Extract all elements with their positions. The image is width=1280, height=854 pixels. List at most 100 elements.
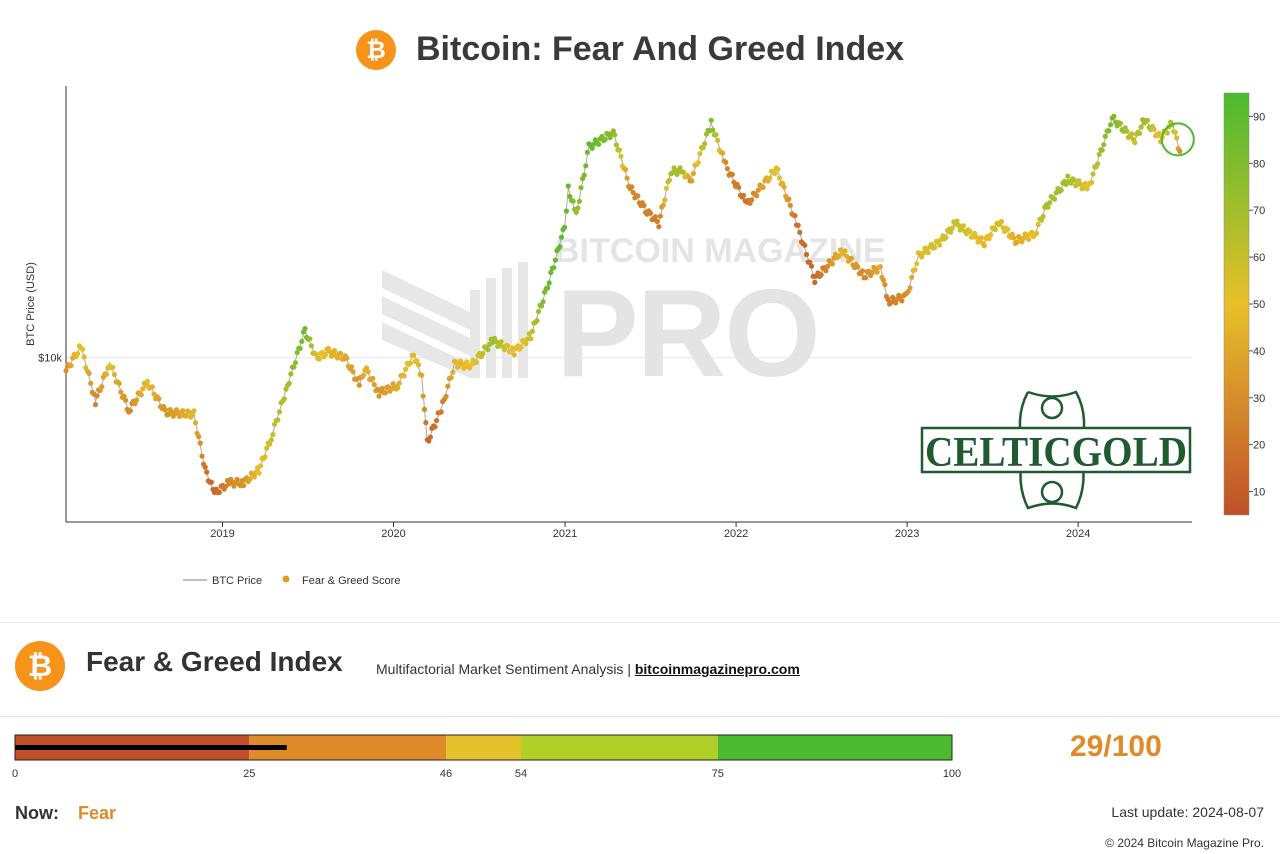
fear-greed-point <box>180 408 186 414</box>
fear-greed-point <box>558 234 565 240</box>
fear-greed-point <box>792 213 798 219</box>
fear-greed-point <box>231 483 237 489</box>
gauge-tick-label: 100 <box>943 768 961 780</box>
fear-greed-point <box>842 248 848 254</box>
fear-greed-point <box>1071 177 1077 183</box>
fear-greed-point <box>183 413 189 419</box>
fear-greed-point <box>954 218 960 224</box>
fear-greed-point <box>426 438 432 444</box>
fear-greed-point <box>528 336 534 342</box>
fear-greed-point <box>715 137 721 143</box>
fear-greed-point <box>570 198 576 204</box>
fear-greed-point <box>912 267 918 273</box>
fear-greed-point <box>749 197 755 203</box>
fear-greed-point <box>914 261 920 267</box>
fear-greed-point <box>208 479 214 485</box>
fear-greed-point <box>1172 129 1178 135</box>
y-tick-label: $10k <box>38 353 62 365</box>
fear-greed-point <box>251 474 257 480</box>
fear-greed-point <box>928 241 935 247</box>
fear-greed-point <box>118 389 124 395</box>
fear-greed-point <box>415 362 422 368</box>
fear-greed-point <box>635 193 641 199</box>
fear-greed-point <box>523 341 529 347</box>
fear-greed-point <box>258 463 264 469</box>
fear-greed-point <box>432 424 438 430</box>
fear-greed-point <box>281 396 287 402</box>
fear-greed-point <box>401 373 407 379</box>
fear-greed-point <box>234 476 240 482</box>
fear-greed-point <box>144 378 151 384</box>
fear-greed-point <box>103 371 110 377</box>
fear-greed-point <box>356 382 362 388</box>
colorbar-tick-label: 10 <box>1253 487 1265 499</box>
fear-greed-point <box>697 151 703 157</box>
fear-greed-point <box>576 198 583 204</box>
fear-greed-point <box>270 432 276 438</box>
fear-greed-point <box>173 407 180 413</box>
gauge-value-bar <box>15 745 287 750</box>
fear-greed-point <box>729 171 735 178</box>
fear-greed-point <box>859 268 866 274</box>
colorbar-tick-label: 60 <box>1253 252 1265 264</box>
fear-greed-point <box>288 371 294 377</box>
fear-greed-point <box>932 244 938 251</box>
fear-greed-point <box>656 224 662 230</box>
fear-greed-point <box>191 408 197 414</box>
site-link[interactable]: bitcoinmagazinepro.com <box>634 661 800 677</box>
fear-greed-point <box>981 243 988 249</box>
fear-greed-point <box>1095 161 1101 167</box>
fear-greed-point <box>450 369 456 375</box>
fear-greed-point <box>680 169 686 175</box>
fear-greed-point <box>403 366 409 372</box>
fear-greed-point <box>797 229 803 235</box>
fear-greed-point <box>1129 131 1135 137</box>
gauge-tick-label: 0 <box>12 768 18 780</box>
fear-greed-point <box>264 445 270 451</box>
fear-greed-point <box>599 133 605 140</box>
fear-greed-point <box>1035 221 1041 228</box>
fear-greed-point <box>877 264 884 270</box>
gauge-tick-label: 75 <box>712 768 724 780</box>
fear-greed-point <box>421 406 428 412</box>
celticgold-logo: CELTICGOLD <box>920 390 1192 510</box>
fear-greed-point <box>1117 120 1123 126</box>
fear-greed-point <box>1144 117 1151 123</box>
fear-greed-point <box>666 177 673 183</box>
colorbar-tick-label: 50 <box>1253 299 1265 311</box>
colorbar-tick-label: 30 <box>1253 393 1265 405</box>
fear-greed-point <box>81 354 87 360</box>
fear-greed-point <box>92 402 99 408</box>
fear-greed-point <box>1111 113 1117 119</box>
fear-greed-point <box>589 145 595 151</box>
fear-greed-point <box>292 360 299 366</box>
fear-greed-point <box>662 197 668 203</box>
fear-greed-point <box>1088 179 1095 186</box>
fear-greed-point <box>689 178 695 184</box>
fear-greed-point <box>370 375 376 381</box>
fear-greed-point <box>461 365 467 371</box>
fear-greed-point <box>754 193 760 199</box>
fear-greed-point <box>1038 217 1045 223</box>
fear-greed-point <box>189 412 195 418</box>
fear-greed-point <box>802 242 808 248</box>
legend-btc-price: BTC Price <box>212 575 262 587</box>
fear-greed-point <box>75 351 81 357</box>
fear-greed-point <box>80 346 86 352</box>
fear-greed-point <box>602 136 608 143</box>
fear-greed-gauge: 0 25 46 54 75 100 <box>12 734 961 780</box>
fear-greed-point <box>539 303 545 309</box>
fear-greed-point <box>276 409 282 415</box>
fear-greed-point <box>68 362 74 369</box>
fear-greed-point <box>308 343 314 349</box>
section-subtitle: Multifactorial Market Sentiment Analysis… <box>376 661 800 677</box>
fear-greed-point <box>641 202 647 209</box>
fear-greed-point <box>657 213 663 219</box>
score-value: 29/100 <box>1070 730 1162 763</box>
fear-greed-point <box>197 440 203 446</box>
section-divider-bottom <box>0 716 1280 717</box>
fear-greed-point <box>882 282 888 288</box>
fear-greed-point <box>149 384 155 390</box>
fear-greed-point <box>1090 171 1096 177</box>
y-axis-title: BTC Price (USD) <box>25 262 37 346</box>
